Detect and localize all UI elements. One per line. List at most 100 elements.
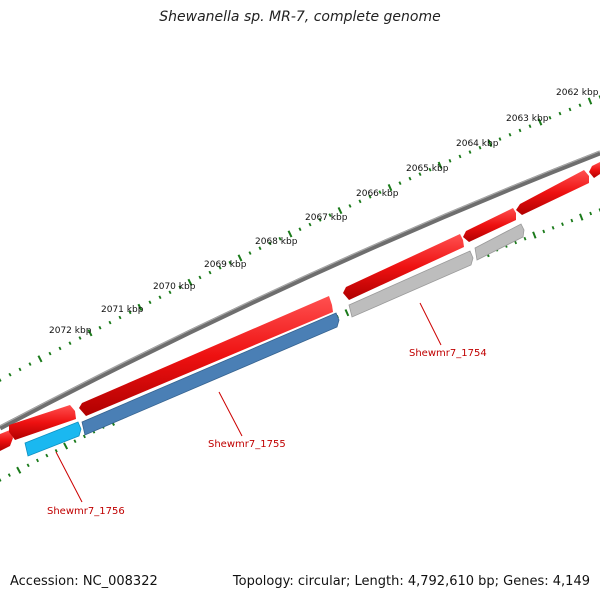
minor-tick: [278, 236, 282, 241]
major-tick: [63, 442, 69, 450]
minor-tick: [498, 137, 502, 141]
minor-tick: [228, 260, 232, 265]
genome-stats-text: Topology: circular; Length: 4,792,610 bp…: [232, 574, 590, 589]
ruler-label: 2064 kbp: [456, 139, 499, 149]
ruler-label: 2065 kbp: [406, 164, 449, 174]
cds-feature[interactable]: [343, 234, 464, 300]
cds-feature[interactable]: [463, 208, 516, 242]
outer-ruler-ticks: [0, 95, 600, 382]
ruler-label: 2067 kbp: [305, 213, 348, 223]
minor-tick: [218, 265, 222, 270]
gene-feature-shewmr7-1756[interactable]: [24, 421, 82, 457]
minor-tick: [568, 107, 572, 112]
minor-tick: [542, 229, 546, 234]
minor-tick: [48, 351, 52, 356]
minor-tick: [198, 275, 202, 280]
gene-feature-1754-b[interactable]: [474, 223, 525, 261]
ruler-label: 2071 kbp: [101, 305, 144, 315]
minor-tick: [468, 150, 472, 154]
minor-tick: [248, 251, 252, 255]
minor-tick: [589, 211, 593, 216]
minor-tick: [45, 453, 49, 458]
major-tick: [287, 230, 293, 238]
minor-tick: [558, 111, 562, 116]
minor-tick: [570, 218, 574, 223]
minor-tick: [578, 103, 582, 108]
ruler-labels: 2062 kbp 2063 kbp 2064 kbp 2065 kbp 2066…: [49, 88, 599, 336]
minor-tick: [35, 458, 40, 463]
major-tick: [532, 231, 537, 239]
major-tick: [537, 118, 543, 126]
minor-tick: [458, 154, 462, 159]
inner-ruler-ticks: [0, 208, 600, 482]
major-tick: [237, 254, 243, 262]
minor-tick: [508, 132, 512, 137]
genome-backbone: [0, 150, 600, 431]
minor-tick: [8, 372, 12, 377]
gene-label-shewmr7-1756[interactable]: Shewmr7_1756: [47, 506, 125, 517]
minor-tick: [268, 241, 272, 246]
cds-feature[interactable]: [9, 405, 76, 440]
minor-tick: [478, 145, 482, 150]
minor-tick: [28, 362, 32, 366]
minor-tick: [58, 346, 62, 351]
minor-tick: [0, 378, 2, 382]
major-tick: [387, 183, 393, 192]
callout-line-1754: [419, 302, 442, 346]
minor-tick: [418, 172, 422, 176]
minor-tick: [54, 448, 58, 453]
minor-tick: [18, 367, 22, 372]
major-tick: [37, 355, 43, 363]
major-tick: [16, 466, 22, 474]
minor-tick: [308, 222, 312, 227]
gene-features: [24, 223, 525, 457]
minor-tick: [82, 434, 86, 439]
minor-tick: [358, 199, 362, 204]
major-tick: [587, 97, 593, 105]
minor-tick: [26, 463, 30, 468]
major-tick: [437, 161, 443, 169]
minor-tick: [298, 227, 302, 232]
cds-feature[interactable]: [516, 170, 589, 215]
cds-feature[interactable]: [0, 430, 13, 451]
minor-tick: [368, 194, 372, 199]
minor-tick: [528, 124, 532, 129]
ruler-label: 2070 kbp: [153, 282, 196, 292]
gene-label-shewmr7-1754[interactable]: Shewmr7_1754: [409, 348, 487, 359]
minor-tick: [551, 225, 555, 230]
minor-tick: [318, 218, 322, 222]
minor-tick: [448, 158, 452, 163]
minor-tick: [73, 439, 77, 444]
gene-feature-shewmr7-1754[interactable]: [348, 250, 474, 318]
minor-tick: [148, 300, 152, 305]
minor-tick: [518, 128, 522, 133]
ruler-label: 2068 kbp: [255, 237, 298, 247]
minor-tick: [68, 341, 72, 346]
major-tick: [87, 329, 93, 337]
cds-feature[interactable]: [79, 296, 333, 416]
major-tick: [487, 139, 493, 147]
minor-tick: [348, 204, 352, 208]
minor-tick: [258, 246, 262, 251]
minor-tick: [168, 290, 172, 295]
map-title: Shewanella sp. MR-7, complete genome: [159, 9, 441, 25]
minor-tick: [208, 270, 212, 275]
ruler-label: 2069 kbp: [204, 260, 247, 270]
minor-tick: [128, 310, 132, 315]
minor-tick: [561, 222, 564, 227]
minor-tick: [428, 167, 432, 172]
major-tick: [337, 206, 343, 215]
callout-line-1755: [218, 391, 243, 437]
gene-label-shewmr7-1755[interactable]: Shewmr7_1755: [208, 439, 286, 450]
minor-tick: [178, 285, 182, 290]
cds-feature[interactable]: [589, 162, 600, 178]
minor-tick: [398, 181, 402, 185]
callout-lines: [55, 302, 442, 503]
cds-features: [0, 162, 600, 451]
major-tick: [344, 309, 350, 317]
minor-tick: [118, 315, 122, 320]
minor-tick: [328, 213, 332, 217]
minor-tick: [408, 176, 412, 181]
gene-feature-shewmr7-1755[interactable]: [81, 312, 340, 436]
